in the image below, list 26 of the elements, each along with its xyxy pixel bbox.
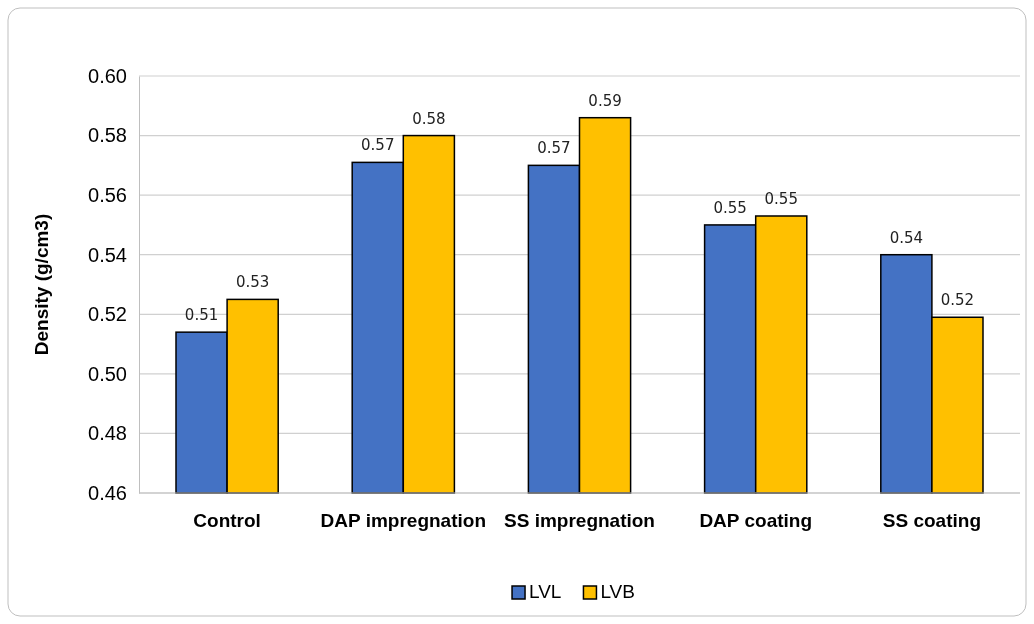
data-label: 0.54 <box>889 228 924 247</box>
x-tick-label: DAP impregnation <box>320 510 486 531</box>
y-tick-label: 0.60 <box>88 64 127 87</box>
x-tick-label: SS coating <box>882 510 981 531</box>
data-label: 0.53 <box>235 273 270 292</box>
legend-label: LVB <box>600 581 635 602</box>
legend-label: LVL <box>529 581 562 602</box>
y-tick-label: 0.58 <box>88 124 127 147</box>
y-tick-label: 0.48 <box>88 422 127 445</box>
y-tick-label: 0.50 <box>88 362 127 385</box>
data-label: 0.52 <box>940 291 975 310</box>
data-label: 0.57 <box>537 139 571 158</box>
y-tick-label: 0.52 <box>88 303 127 326</box>
y-axis-title: Density (g/cm3) <box>31 213 52 356</box>
data-label: 0.51 <box>184 306 219 325</box>
y-tick-label: 0.54 <box>88 243 127 266</box>
data-label: 0.57 <box>361 136 395 155</box>
y-tick-label: 0.46 <box>88 481 127 504</box>
x-tick-label: DAP coating <box>699 510 812 531</box>
x-tick-label: SS impregnation <box>504 510 655 531</box>
data-label: 0.55 <box>764 189 798 208</box>
data-label: 0.59 <box>588 91 622 110</box>
x-tick-label: Control <box>193 510 261 531</box>
data-label: 0.55 <box>713 198 747 217</box>
y-tick-label: 0.56 <box>88 184 127 207</box>
data-label: 0.58 <box>412 109 446 128</box>
